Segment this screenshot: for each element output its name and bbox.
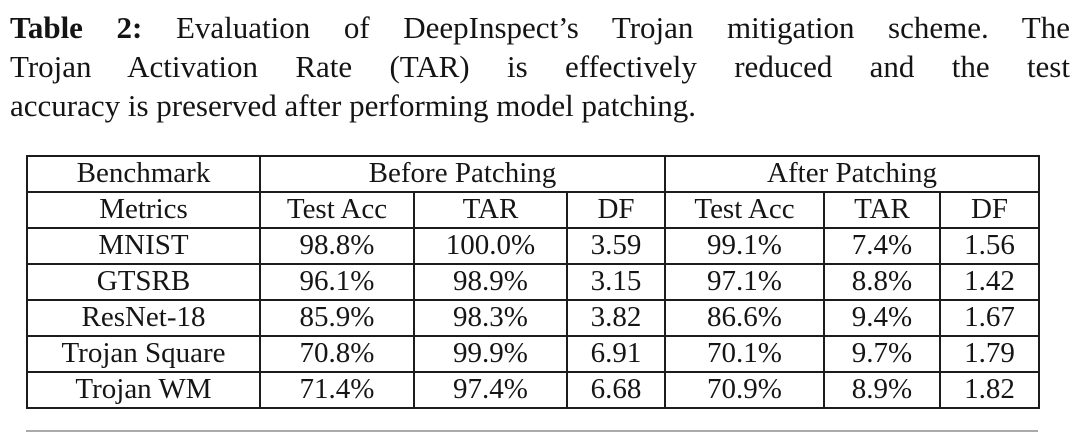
cell-after-test-acc: 97.1%: [664, 263, 825, 301]
cell-after-df: 1.79: [939, 335, 1040, 373]
table-bottom-rule: [26, 430, 1038, 432]
cell-before-test-acc: 70.8%: [259, 335, 415, 373]
cell-after-tar: 9.4%: [823, 299, 941, 337]
row-benchmark: Trojan Square: [26, 335, 261, 373]
cell-after-tar: 8.8%: [823, 263, 941, 301]
cell-before-test-acc: 71.4%: [259, 371, 415, 409]
cell-before-df: 6.68: [566, 371, 666, 409]
cell-before-df: 3.82: [566, 299, 666, 337]
cell-after-df: 1.82: [939, 371, 1040, 409]
cell-before-df: 3.59: [566, 227, 666, 265]
cell-after-df: 1.67: [939, 299, 1040, 337]
cell-after-test-acc: 99.1%: [664, 227, 825, 265]
header-before-tar: TAR: [413, 191, 568, 229]
caption-line-1: Table 2: Evaluation of DeepInspect’s Tro…: [10, 8, 1070, 47]
caption-label: Table 2:: [10, 10, 143, 45]
header-benchmark: Benchmark: [26, 155, 261, 193]
row-benchmark: Trojan WM: [26, 371, 261, 409]
header-after-patching: After Patching: [664, 155, 1040, 193]
cell-before-test-acc: 85.9%: [259, 299, 415, 337]
cell-after-tar: 9.7%: [823, 335, 941, 373]
cell-after-tar: 7.4%: [823, 227, 941, 265]
header-before-df: DF: [566, 191, 666, 229]
cell-before-test-acc: 98.8%: [259, 227, 415, 265]
cell-before-tar: 100.0%: [413, 227, 568, 265]
caption-line-1-text: Evaluation of DeepInspect’s Trojan mitig…: [175, 10, 1070, 45]
caption-line-2: Trojan Activation Rate (TAR) is effectiv…: [10, 49, 1070, 84]
cell-after-test-acc: 86.6%: [664, 299, 825, 337]
cell-after-tar: 8.9%: [823, 371, 941, 409]
cell-after-df: 1.56: [939, 227, 1040, 265]
table-row: MNIST 98.8% 100.0% 3.59 99.1% 7.4% 1.56: [26, 227, 1040, 265]
cell-before-tar: 98.3%: [413, 299, 568, 337]
cell-after-test-acc: 70.9%: [664, 371, 825, 409]
table-row: Trojan WM 71.4% 97.4% 6.68 70.9% 8.9% 1.…: [26, 371, 1040, 409]
header-after-tar: TAR: [823, 191, 941, 229]
cell-before-tar: 97.4%: [413, 371, 568, 409]
cell-after-df: 1.42: [939, 263, 1040, 301]
row-benchmark: MNIST: [26, 227, 261, 265]
cell-before-tar: 99.9%: [413, 335, 568, 373]
table-caption: Table 2: Evaluation of DeepInspect’s Tro…: [10, 8, 1070, 125]
cell-before-df: 6.91: [566, 335, 666, 373]
header-group-row: Benchmark Before Patching After Patching: [26, 155, 1040, 193]
row-benchmark: GTSRB: [26, 263, 261, 301]
header-after-test-acc: Test Acc: [664, 191, 825, 229]
header-before-test-acc: Test Acc: [259, 191, 415, 229]
row-benchmark: ResNet-18: [26, 299, 261, 337]
cell-before-tar: 98.9%: [413, 263, 568, 301]
caption-line-3: accuracy is preserved after performing m…: [10, 88, 696, 123]
table-row: GTSRB 96.1% 98.9% 3.15 97.1% 8.8% 1.42: [26, 263, 1040, 301]
header-metrics-row: Metrics Test Acc TAR DF Test Acc TAR DF: [26, 191, 1040, 229]
cell-before-df: 3.15: [566, 263, 666, 301]
table-row: Trojan Square 70.8% 99.9% 6.91 70.1% 9.7…: [26, 335, 1040, 373]
header-after-df: DF: [939, 191, 1040, 229]
table-row: ResNet-18 85.9% 98.3% 3.82 86.6% 9.4% 1.…: [26, 299, 1040, 337]
header-metrics: Metrics: [26, 191, 261, 229]
cell-before-test-acc: 96.1%: [259, 263, 415, 301]
evaluation-table: Benchmark Before Patching After Patching…: [26, 155, 1040, 409]
header-before-patching: Before Patching: [259, 155, 666, 193]
cell-after-test-acc: 70.1%: [664, 335, 825, 373]
